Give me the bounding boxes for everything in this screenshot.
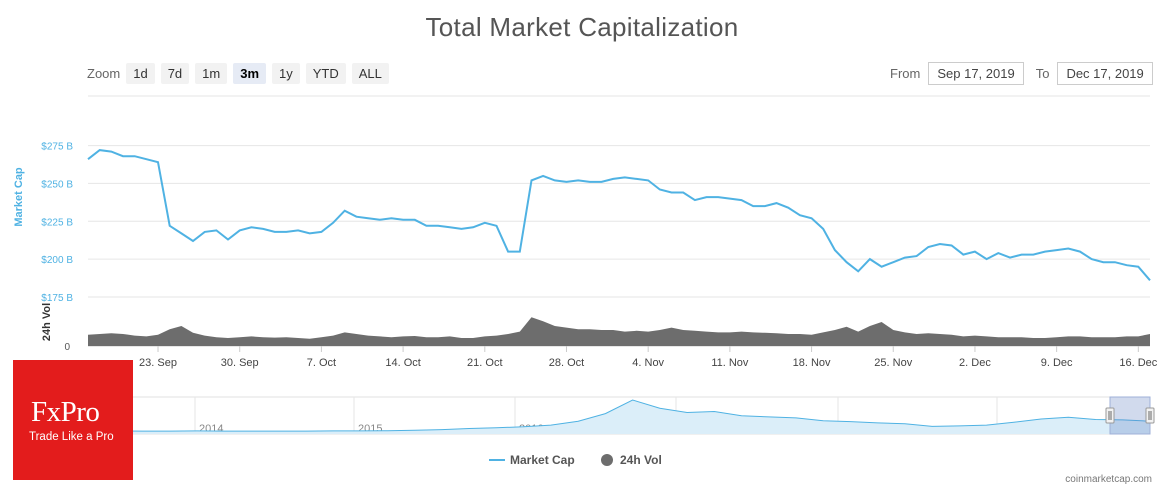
x-tick-label: 23. Sep [139,357,177,369]
x-tick-label: 30. Sep [221,357,259,369]
x-tick-label: 11. Nov [711,357,749,369]
x-tick-label: 7. Oct [307,357,336,369]
x-tick-label: 28. Oct [549,357,584,369]
zoom-all-button[interactable]: ALL [351,62,389,84]
volume-area [88,317,1150,346]
legend-item-market-cap[interactable]: Market Cap [489,453,575,467]
x-tick-label: 25. Nov [874,357,912,369]
zoom-ytd-button[interactable]: YTD [305,62,346,84]
x-tick-label: 16. Dec [1119,357,1157,369]
navigator-line [87,399,1151,432]
from-date-input[interactable]: Sep 17, 2019 [928,61,1024,85]
y-tick-label: $200 B [41,255,73,266]
zoom-label: Zoom [87,65,121,81]
fxpro-tagline: Trade Like a Pro [29,431,114,443]
x-tick-label: 14. Oct [385,357,420,369]
zoom-7d-button[interactable]: 7d [160,62,190,84]
x-tick-label: 18. Nov [793,357,831,369]
date-range: From Sep 17, 2019 To Dec 17, 2019 [890,61,1153,85]
to-label: To [1035,65,1050,81]
chart-title: Total Market Capitalization [425,12,739,42]
zoom-1y-button[interactable]: 1y [272,62,300,84]
zoom-3m-button[interactable]: 3m [233,62,267,84]
x-tick-label: 21. Oct [467,357,502,369]
x-tick-label: 4. Nov [632,357,664,369]
legend-circle-icon [601,454,613,466]
y-tick-label: $275 B [41,142,73,153]
navigator-selection[interactable] [1109,396,1151,435]
legend-item-volume[interactable]: 24h Vol [601,453,662,467]
volume-axis-title: 24h Vol [41,303,53,341]
y-axis-title: Market Cap [13,167,25,227]
zoom-1m-button[interactable]: 1m [195,62,228,84]
x-tick-label: 2. Dec [959,357,991,369]
legend-label: Market Cap [510,453,575,467]
fxpro-logo-panel: FxPro Trade Like a Pro [13,360,133,480]
y-tick-label: $175 B [41,293,73,304]
y-tick-label: $225 B [41,217,73,228]
from-label: From [890,65,921,81]
market-cap-line [87,149,1151,281]
to-date-input[interactable]: Dec 17, 2019 [1057,61,1153,85]
y-tick-label: $250 B [41,179,73,190]
navigator-right-handle[interactable] [1145,407,1155,424]
volume-tick-label: 0 [64,342,70,353]
credits-link[interactable]: coinmarketcap.com [1065,474,1152,485]
navigator-area [88,400,1150,434]
navigator-left-handle[interactable] [1105,407,1115,424]
legend-label: 24h Vol [620,453,662,467]
fxpro-logo: FxPro [31,396,100,428]
zoom-1d-button[interactable]: 1d [126,62,155,84]
x-tick-label: 9. Dec [1041,357,1073,369]
zoom-bar: Zoom 1d 7d 1m 3m 1y YTD ALL [87,62,395,84]
